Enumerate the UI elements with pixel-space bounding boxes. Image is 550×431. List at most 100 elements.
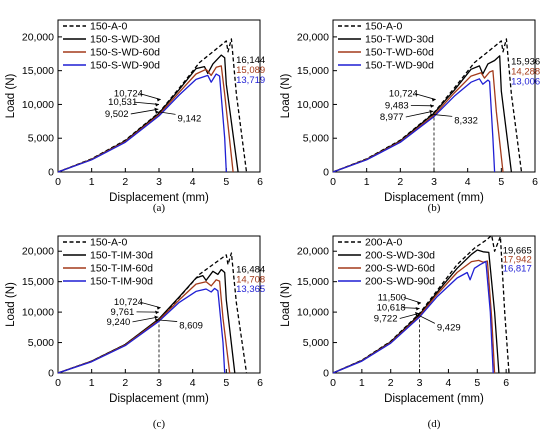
panel-label: (b) — [428, 202, 441, 214]
y-axis-label: Load (N) — [5, 73, 17, 118]
annotation-label: 10,618 — [377, 303, 406, 314]
legend: 150-A-0150-T-WD-30d150-T-WD-60d150-T-WD-… — [338, 21, 434, 72]
y-tick-label: 5,000 — [28, 133, 54, 145]
y-tick-label: 10,000 — [22, 99, 54, 111]
annotation-leader — [134, 101, 160, 105]
x-tick-label: 2 — [122, 377, 128, 389]
legend-entry-3: 150-T-IM-60d — [90, 263, 153, 275]
x-tick-label: 5 — [498, 176, 504, 188]
annotation-leader — [132, 316, 159, 323]
annotation-label: 17,942 — [503, 254, 532, 265]
x-tick-label: 0 — [55, 176, 61, 188]
annotation-arrowhead — [417, 301, 422, 305]
annotation-label: 10,724 — [389, 89, 418, 100]
legend-entry-3: 150-T-WD-60d — [365, 47, 434, 59]
chart-panel-4: 0 1 2 3 4 5 6 0 5,000 10,000 15,000 20,000 Displacem… — [280, 234, 536, 430]
annotation-label: 19,665 — [503, 245, 532, 256]
x-axis-label: Displacement (mm) — [384, 192, 484, 204]
x-tick-label: 0 — [330, 176, 336, 188]
y-axis-label: Load (N) — [5, 282, 17, 327]
legend-entry-3: 150-S-WD-60d — [90, 47, 160, 59]
x-axis-label: Displacement (mm) — [384, 393, 484, 405]
x-tick-label: 1 — [359, 377, 365, 389]
y-tick-label: 20,000 — [297, 31, 329, 43]
annotation-label: 15,089 — [236, 65, 265, 76]
x-tick-label: 6 — [257, 377, 263, 389]
y-tick-label: 0 — [48, 167, 54, 179]
x-tick-label: 4 — [465, 176, 471, 188]
y-tick-label: 10,000 — [297, 99, 329, 111]
legend-entry-2: 200-S-WD-30d — [365, 250, 435, 262]
x-tick-label: 1 — [364, 176, 370, 188]
annotation-arrowhead — [431, 98, 436, 102]
annotation-label: 9,240 — [107, 317, 131, 328]
legend-entry-4: 150-S-WD-90d — [90, 60, 160, 72]
annotation-arrowhead — [415, 314, 420, 318]
y-tick-label: 5,000 — [303, 133, 329, 145]
annotation-leader — [158, 319, 178, 322]
annotation-leader — [158, 111, 176, 115]
annotation-arrowhead — [415, 306, 420, 311]
annotation-arrowhead — [156, 306, 161, 310]
x-tick-label: 1 — [89, 377, 95, 389]
x-tick-label: 2 — [388, 377, 394, 389]
annotation-arrowhead — [155, 110, 159, 114]
annotation-arrowhead — [429, 109, 434, 114]
legend-entry-3: 200-S-WD-60d — [365, 263, 435, 275]
x-tick-label: 0 — [330, 377, 336, 389]
annotation-label: 14,708 — [236, 274, 265, 285]
annotation-label: 9,722 — [374, 314, 398, 325]
y-tick-label: 10,000 — [22, 307, 54, 319]
annotation-arrowhead — [155, 102, 159, 107]
y-tick-label: 5,000 — [28, 337, 54, 349]
annotation-label: 13,006 — [511, 77, 540, 88]
x-tick-label: 3 — [156, 377, 162, 389]
y-tick-label: 15,000 — [297, 65, 329, 77]
y-axis-label: Load (N) — [280, 282, 292, 327]
y-tick-label: 15,000 — [22, 276, 54, 288]
y-tick-label: 20,000 — [297, 246, 329, 258]
annotation-arrowhead — [155, 310, 159, 315]
plot-frame — [57, 235, 261, 374]
y-tick-label: 20,000 — [22, 246, 54, 258]
annotation-label: 9,142 — [178, 113, 202, 124]
panel-label: (a) — [153, 202, 166, 214]
annotation-leader — [130, 108, 159, 115]
y-tick-label: 0 — [48, 368, 54, 380]
series-line-3 — [57, 279, 231, 374]
annotation-label: 10,531 — [108, 97, 137, 108]
legend-entry-2: 150-T-IM-30d — [90, 250, 153, 262]
annotation-arrowhead — [155, 318, 159, 323]
y-axis-label: Load (N) — [280, 73, 292, 118]
legend-entry-1: 150-A-0 — [90, 21, 128, 33]
x-tick-label: 3 — [431, 176, 437, 188]
annotation-label: 13,365 — [236, 284, 265, 295]
x-tick-label: 0 — [55, 377, 61, 389]
y-tick-label: 10,000 — [297, 307, 329, 319]
legend-entry-1: 150-A-0 — [365, 21, 403, 33]
series-line-4 — [57, 287, 226, 374]
legend-entry-2: 150-S-WD-30d — [90, 34, 160, 46]
annotation-label: 16,484 — [236, 265, 265, 276]
legend-entry-4: 200-S-WD-90d — [365, 276, 435, 288]
annotation-label: 14,288 — [511, 66, 540, 77]
y-tick-label: 15,000 — [297, 276, 329, 288]
annotation-arrowhead — [430, 104, 434, 108]
x-tick-label: 5 — [474, 377, 480, 389]
x-tick-label: 6 — [532, 176, 538, 188]
x-tick-label: 4 — [446, 377, 452, 389]
annotation-arrowhead — [154, 315, 159, 319]
x-tick-label: 2 — [122, 176, 128, 188]
series-line-4 — [332, 78, 496, 173]
plot-frame — [332, 235, 536, 374]
annotation-label: 9,761 — [111, 307, 135, 318]
annotation-leader — [419, 315, 436, 324]
chart-panel-3: 0 1 2 3 4 5 6 0 5,000 10,000 15,000 20,000 Displacem… — [5, 235, 265, 430]
x-tick-label: 4 — [190, 377, 196, 389]
x-tick-label: 2 — [397, 176, 403, 188]
x-tick-label: 3 — [417, 377, 423, 389]
legend-entry-4: 150-T-IM-90d — [90, 276, 153, 288]
legend-entry-1: 200-A-0 — [365, 237, 403, 249]
annotation-label: 13,719 — [236, 75, 265, 86]
